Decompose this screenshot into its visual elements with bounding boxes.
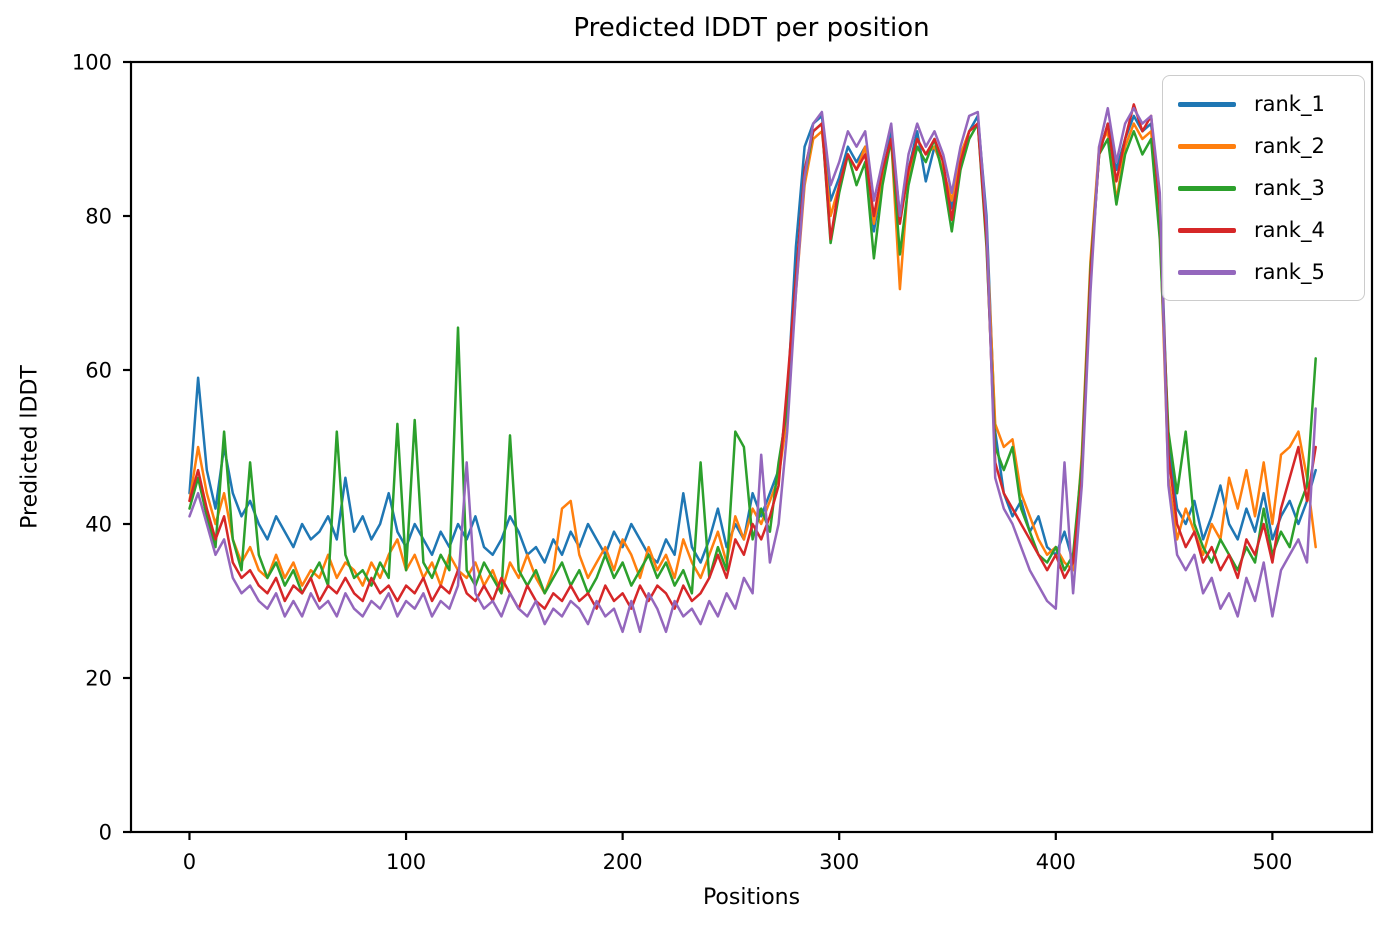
legend-entry-rank_3: rank_3: [1178, 167, 1354, 209]
legend-label-rank_3: rank_3: [1254, 175, 1325, 200]
y-tick-label: 40: [85, 513, 112, 537]
y-tick-label: 0: [99, 821, 112, 845]
x-tick-label: 200: [603, 850, 643, 874]
series-line-rank_1: [188, 114, 1317, 564]
series-line-rank_4: [188, 103, 1317, 610]
legend-line-swatch-rank_5: [1178, 269, 1236, 275]
legend-label-rank_4: rank_4: [1254, 217, 1325, 242]
legend-label-rank_2: rank_2: [1254, 133, 1325, 158]
legend-entry-rank_2: rank_2: [1178, 125, 1354, 167]
y-tick-label: 100: [72, 51, 112, 75]
x-tick-label: 500: [1252, 850, 1292, 874]
legend-line-swatch-rank_4: [1178, 227, 1236, 233]
x-tick-label: 100: [386, 850, 426, 874]
series-line-rank_5: [188, 106, 1317, 634]
legend-entry-rank_5: rank_5: [1178, 251, 1354, 293]
x-tick-label: 0: [183, 850, 196, 874]
legend-line-swatch-rank_2: [1178, 143, 1236, 149]
y-tick-label: 60: [85, 359, 112, 383]
legend-entry-rank_4: rank_4: [1178, 209, 1354, 251]
chart-title: Predicted lDDT per position: [573, 13, 930, 43]
x-axis-label: Positions: [702, 885, 801, 910]
legend-label-rank_1: rank_1: [1254, 91, 1325, 116]
legend-line-swatch-rank_1: [1178, 101, 1236, 107]
legend-entry-rank_1: rank_1: [1178, 83, 1354, 125]
series-line-rank_3: [188, 122, 1317, 595]
legend: rank_1 rank_2 rank_3 rank_4 rank_5: [1162, 75, 1365, 301]
y-tick-label: 20: [85, 667, 112, 691]
legend-line-swatch-rank_3: [1178, 185, 1236, 191]
x-tick-label: 400: [1036, 850, 1076, 874]
axes-frame: [129, 60, 1374, 834]
x-tick-label: 300: [819, 850, 859, 874]
legend-label-rank_5: rank_5: [1254, 259, 1325, 284]
y-tick-label: 80: [85, 205, 112, 229]
